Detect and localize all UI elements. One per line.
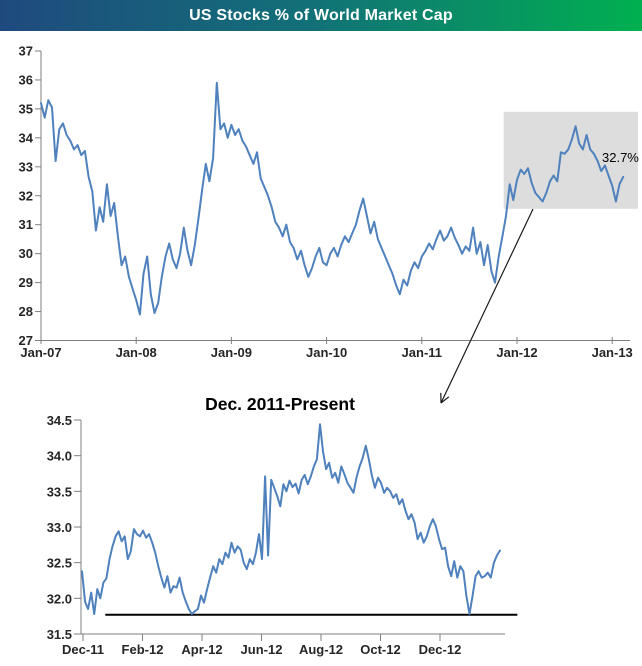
zoom-x-tick-label: Dec-12: [419, 642, 462, 657]
zoom-y-tick-label: 34.5: [47, 413, 72, 428]
main-x-tick-label: Jan-10: [306, 345, 347, 360]
main-y-tick-label: 36: [19, 72, 33, 87]
zoom-x-tick-label: Oct-12: [360, 642, 400, 657]
highlight-region: [503, 111, 638, 209]
zoom-arrow: [440, 208, 534, 404]
main-x-tick-label: Jan-13: [592, 345, 633, 360]
zoom-y-tick-label: 34.0: [47, 449, 72, 464]
zoom-x-tick-label: Aug-12: [299, 642, 343, 657]
main-y-tick-label: 29: [19, 275, 33, 290]
zoom-y-tick-label: 33.0: [47, 520, 72, 535]
main-y-tick-label: 30: [19, 246, 33, 261]
zoom-x-tick-label: Feb-12: [122, 642, 164, 657]
zoom-y-tick-label: 32.5: [47, 556, 72, 571]
zoom-x-tick-label: Apr-12: [181, 642, 222, 657]
main-x-tick-label: Jan-11: [402, 345, 442, 360]
main-x-tick-label: Jan-12: [496, 345, 537, 360]
main-y-tick-label: 35: [19, 101, 33, 116]
main-y-tick-label: 37: [19, 44, 33, 59]
chart-header-title: US Stocks % of World Market Cap: [189, 6, 453, 24]
main-y-tick-label: 32: [19, 188, 33, 203]
zoom-y-tick-label: 32.0: [47, 591, 72, 606]
chart-header-bar: US Stocks % of World Market Cap: [0, 0, 642, 31]
zoom-arrow-head: [440, 396, 450, 404]
zoom-y-tick-label: 31.5: [47, 627, 72, 642]
main-y-tick-label: 34: [19, 130, 34, 145]
main-series-line: [40, 81, 625, 316]
zoom-chart-title: Dec. 2011-Present: [205, 394, 355, 414]
main-y-tick-label: 33: [19, 159, 33, 174]
main-y-tick-label: 31: [19, 217, 33, 232]
zoom-y-tick-label: 33.5: [47, 484, 72, 499]
main-y-tick-label: 27: [19, 333, 33, 348]
zoom-series-line: [81, 423, 501, 615]
zoom-x-tick-label: Dec-11: [62, 642, 104, 657]
main-x-tick-label: Jan-08: [116, 345, 157, 360]
zoom-x-tick-label: Jun-12: [241, 642, 283, 657]
main-x-tick-label: Jan-07: [20, 345, 61, 360]
main-y-tick-label: 28: [19, 304, 33, 319]
main-x-tick-label: Jan-09: [211, 345, 252, 360]
current-value-label: 32.7%: [602, 150, 639, 165]
